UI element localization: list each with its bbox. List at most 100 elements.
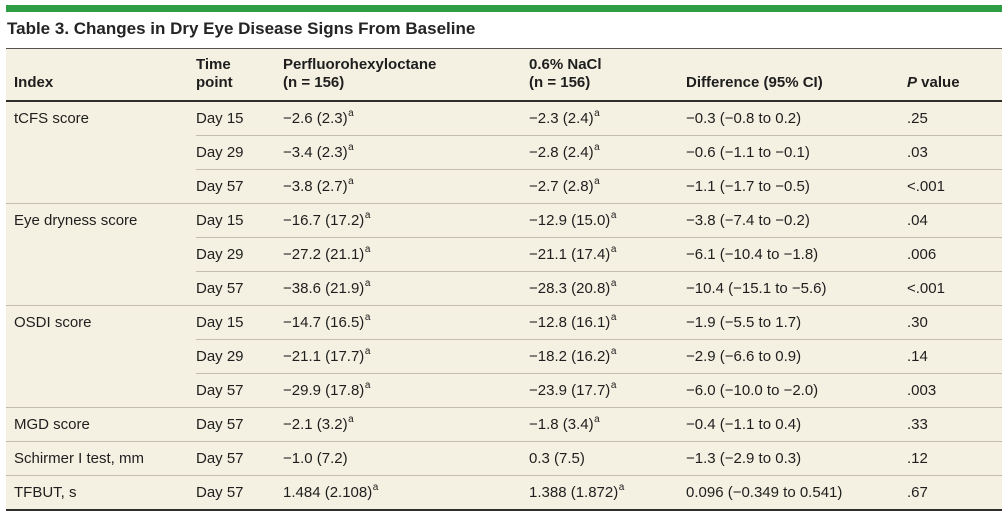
cell-drug: −3.8 (2.7)a [283, 168, 529, 204]
cell-drug: −14.7 (16.5)a [283, 304, 529, 340]
table-header: Index Time point Perfluorohexyloctane (n = 1… [6, 49, 1002, 102]
table-row: Day 29 −3.4 (2.3)a −2.8 (2.4)a −0.6 (−1.1 t… [6, 134, 1002, 170]
cell-time: Day 57 [196, 168, 283, 204]
cell-drug: −16.7 (17.2)a [283, 202, 529, 238]
cell-p: .30 [907, 304, 1002, 340]
cell-p: .14 [907, 338, 1002, 374]
cell-diff: −0.4 (−1.1 to 0.4) [686, 406, 907, 442]
cell-drug: −38.6 (21.9)a [283, 270, 529, 306]
footnote-marker: a [364, 345, 371, 357]
cell-index [6, 135, 196, 169]
column-header-time: Time point [196, 49, 283, 102]
cell-drug: −2.6 (2.3)a [283, 107, 354, 127]
cell-time: Day 57 [196, 440, 283, 476]
footnote-marker: a [610, 311, 617, 323]
cell-time: Day 15 [196, 202, 283, 238]
cell-nacl: −23.9 (17.7)a [529, 372, 686, 408]
cell-nacl: 0.3 (7.5) [529, 440, 686, 476]
footnote-marker: a [348, 413, 354, 425]
footnote-marker: a [348, 107, 354, 119]
cell-nacl: −12.9 (15.0)a [529, 202, 686, 238]
data-table: Index Time point Perfluorohexyloctane (n = 1… [6, 49, 1002, 511]
table-row: Day 29 −27.2 (21.1)a −21.1 (17.4)a −6.1 (−1… [6, 236, 1002, 272]
table-row: Schirmer I test, mm Day 57 −1.0 (7.2) 0.3 (… [6, 440, 1002, 476]
cell-drug: −1.0 (7.2) [283, 440, 529, 476]
cell-index: OSDI score [6, 304, 196, 340]
column-header-diff: Difference (95% CI) [686, 49, 907, 102]
footnote-marker: a [594, 141, 600, 153]
cell-index: Eye dryness score [6, 202, 196, 238]
cell-index [6, 339, 196, 373]
footnote-marker: a [610, 277, 617, 289]
cell-drug: −2.1 (3.2)a [283, 406, 529, 442]
cell-nacl: −21.1 (17.4)a [529, 236, 686, 272]
footnote-marker: a [594, 413, 600, 425]
footnote-marker: a [610, 379, 617, 391]
table-row: OSDI score Day 15 −14.7 (16.5)a −12.8 (16.1… [6, 304, 1002, 340]
table-row: Day 29 −21.1 (17.7)a −18.2 (16.2)a −2.9 (−6… [6, 338, 1002, 374]
accent-bar [6, 5, 1002, 12]
cell-index [6, 271, 196, 305]
footnote-marker: a [364, 243, 371, 255]
cell-diff: −1.9 (−5.5 to 1.7) [686, 304, 907, 340]
footnote-marker: a [364, 379, 371, 391]
cell-nacl: −1.8 (3.4)a [529, 406, 686, 442]
cell-p: .04 [907, 202, 1002, 238]
table-body: tCFS score Day 15 −2.6 (2.3)a −2.3 (2.4)a −0… [6, 101, 1002, 511]
cell-time: Day 57 [196, 270, 283, 306]
table-row: Day 57 −29.9 (17.8)a −23.9 (17.7)a −6.0 (−1… [6, 372, 1002, 408]
cell-nacl: −12.8 (16.1)a [529, 304, 686, 340]
cell-diff: −10.4 (−15.1 to −5.6) [686, 270, 907, 306]
cell-time: Day 15 [196, 109, 244, 127]
cell-index: TFBUT, s [6, 474, 196, 511]
cell-nacl: −2.3 (2.4)a [529, 107, 600, 127]
cell-index: tCFS score [14, 109, 90, 127]
cell-diff: −0.3 (−0.8 to 0.2) [686, 109, 802, 127]
cell-nacl: −18.2 (16.2)a [529, 338, 686, 374]
cell-p: .006 [907, 236, 1002, 272]
cell-drug: 1.484 (2.108)a [283, 474, 529, 511]
cell-p: <.001 [907, 270, 1002, 306]
cell-p: .25 [907, 109, 928, 127]
cell-p: <.001 [907, 168, 1002, 204]
footnote-marker: a [364, 209, 371, 221]
footnote-marker: a [610, 345, 617, 357]
table-row: MGD score Day 57 −2.1 (3.2)a −1.8 (3.4)a −0.… [6, 406, 1002, 442]
table-row: Day 57 −3.8 (2.7)a −2.7 (2.8)a −1.1 (−1.7 t… [6, 168, 1002, 204]
cell-p: .33 [907, 406, 1002, 442]
table-row: Day 57 −38.6 (21.9)a −28.3 (20.8)a −10.4 (−… [6, 270, 1002, 306]
cell-time: Day 29 [196, 338, 283, 374]
cell-diff: −6.1 (−10.4 to −1.8) [686, 236, 907, 272]
cell-nacl: −2.7 (2.8)a [529, 168, 686, 204]
cell-index: Schirmer I test, mm [6, 440, 196, 476]
cell-diff: −1.3 (−2.9 to 0.3) [686, 440, 907, 476]
table-title: Table 3. Changes in Dry Eye Disease Sign… [7, 19, 476, 38]
footnote-marker: a [610, 243, 617, 255]
header-row: Index Time point Perfluorohexyloctane (n = 1… [6, 49, 1002, 102]
cell-nacl: −28.3 (20.8)a [529, 270, 686, 306]
footnote-marker: a [348, 141, 354, 153]
cell-time: Day 15 [196, 304, 283, 340]
column-header-p: P value [907, 49, 1002, 102]
footnote-marker: a [610, 209, 617, 221]
footnote-marker: a [348, 175, 354, 187]
cell-drug: −29.9 (17.8)a [283, 372, 529, 408]
footnote-marker: a [594, 175, 600, 187]
cell-diff: −2.9 (−6.6 to 0.9) [686, 338, 907, 374]
cell-time: Day 57 [196, 474, 283, 511]
column-header-index: Index [6, 49, 196, 102]
footnote-marker: a [618, 481, 625, 493]
cell-index: MGD score [6, 406, 196, 442]
table-row: tCFS score Day 15 −2.6 (2.3)a −2.3 (2.4)a −0… [6, 101, 1002, 136]
title-block: Table 3. Changes in Dry Eye Disease Sign… [6, 12, 1002, 49]
cell-p: .03 [907, 134, 1002, 170]
footnote-marker: a [372, 481, 379, 493]
footnote-marker: a [594, 107, 600, 119]
cell-time: Day 57 [196, 372, 283, 408]
footnote-marker: a [364, 277, 371, 289]
cell-p: .003 [907, 372, 1002, 408]
table-3-panel: Table 3. Changes in Dry Eye Disease Sign… [6, 5, 1002, 511]
cell-diff: −6.0 (−10.0 to −2.0) [686, 372, 907, 408]
cell-time: Day 57 [196, 406, 283, 442]
cell-diff: 0.096 (−0.349 to 0.541) [686, 474, 907, 511]
